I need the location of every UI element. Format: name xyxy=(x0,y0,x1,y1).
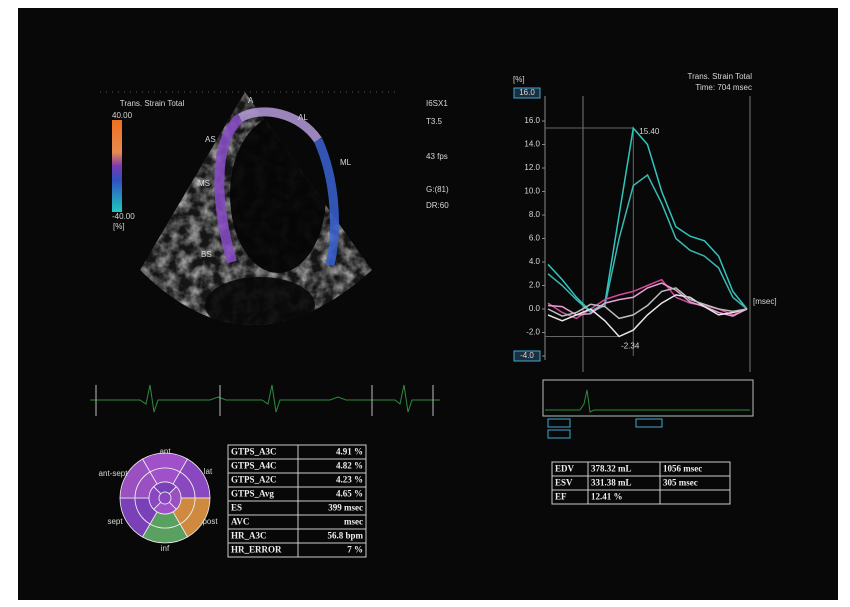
range-label: 16.0 xyxy=(519,88,535,97)
y-tick-label: 16.0 xyxy=(524,116,540,125)
table-cell: msec xyxy=(344,517,363,527)
table-cell: HR_A3C xyxy=(231,531,267,541)
table-cell: EF xyxy=(555,492,567,502)
color-bar xyxy=(112,120,122,212)
scale-max: 40.00 xyxy=(112,111,133,120)
screen: Trans. Strain Total 40.00 -40.00 [%] A A… xyxy=(0,0,850,607)
scale-min: -40.00 xyxy=(112,212,135,221)
y-tick-label: 14.0 xyxy=(524,140,540,149)
table-cell: GTPS_A4C xyxy=(231,461,277,471)
table-cell: 4.23 % xyxy=(336,475,363,485)
table-cell: 56.8 bpm xyxy=(327,531,363,541)
table-cell: 12.41 % xyxy=(591,492,623,502)
segment-label: AL xyxy=(298,113,308,122)
table-cell: 305 msec xyxy=(663,478,698,488)
annotation: 15.40 xyxy=(639,127,660,136)
bullseye-label: sept xyxy=(107,517,123,526)
setting: T3.5 xyxy=(426,117,443,126)
y-tick-label: 10.0 xyxy=(524,187,540,196)
table-cell: HR_ERROR xyxy=(231,545,282,555)
table-cell: 7 % xyxy=(347,545,363,555)
segment-label: AS xyxy=(205,135,216,144)
y-tick-label: 8.0 xyxy=(529,210,541,219)
table-cell: 1056 msec xyxy=(663,464,702,474)
table-cell: GTPS_A3C xyxy=(231,447,277,457)
table-cell: GTPS_A2C xyxy=(231,475,277,485)
chart-title: Trans. Strain Total xyxy=(688,72,753,81)
annotation: -2.34 xyxy=(621,342,640,351)
table-cell: ESV xyxy=(555,478,573,488)
table-cell: 331.38 mL xyxy=(591,478,632,488)
table-cell: AVC xyxy=(231,517,249,527)
y-axis-label: [%] xyxy=(513,75,525,84)
bullseye xyxy=(120,453,210,543)
bullseye-label: ant-sept xyxy=(99,469,129,478)
bullseye-label: lat xyxy=(204,467,213,476)
bullseye-label: post xyxy=(202,517,218,526)
bullseye-label: inf xyxy=(161,544,170,553)
chart-subtitle: Time: 704 msec xyxy=(695,83,752,92)
setting: G:(81) xyxy=(426,185,449,194)
table-cell: 378.32 mL xyxy=(591,464,632,474)
bullseye-label: ant xyxy=(159,447,171,456)
segment-label: A xyxy=(248,96,254,105)
scale-unit: [%] xyxy=(113,222,125,231)
y-tick-label: 4.0 xyxy=(529,257,541,266)
y-tick-label: -4.0 xyxy=(520,351,534,360)
y-tick-label: 2.0 xyxy=(529,281,541,290)
table-cell: 4.65 % xyxy=(336,489,363,499)
x-axis-label: [msec] xyxy=(753,297,777,306)
y-tick-label: 12.0 xyxy=(524,163,540,172)
table-cell: 4.82 % xyxy=(336,461,363,471)
y-tick-label: 0.0 xyxy=(529,304,541,313)
table-cell: GTPS_Avg xyxy=(231,489,274,499)
segment-label: ML xyxy=(340,158,352,167)
setting: DR:60 xyxy=(426,201,449,210)
image-title: Trans. Strain Total xyxy=(120,99,185,108)
table-cell: ES xyxy=(231,503,242,513)
table-cell: 4.91 % xyxy=(336,447,363,457)
table-cell: EDV xyxy=(555,464,575,474)
y-tick-label: -2.0 xyxy=(526,328,540,337)
bullseye-apex xyxy=(159,492,171,504)
setting: I6SX1 xyxy=(426,99,448,108)
segment-label: BS xyxy=(201,250,212,259)
setting: 43 fps xyxy=(426,152,448,161)
segment-label: MS xyxy=(198,179,210,188)
y-tick-label: 6.0 xyxy=(529,234,541,243)
table-cell: 399 msec xyxy=(328,503,363,513)
